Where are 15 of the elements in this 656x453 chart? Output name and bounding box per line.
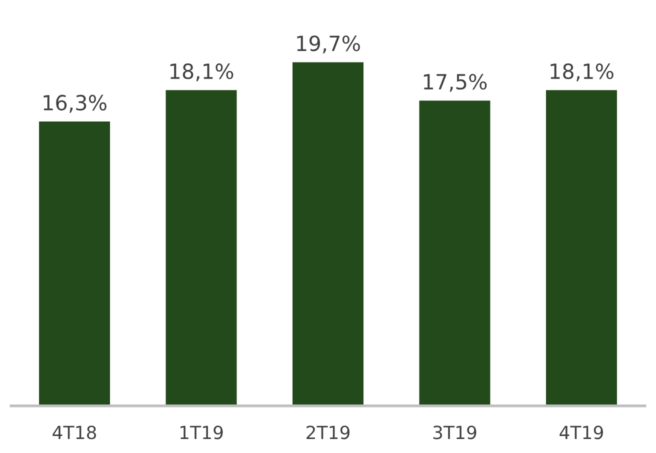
data-label: 17,5% [424, 74, 487, 92]
x-tick-label: 2T19 [306, 426, 350, 440]
x-tick-label: 4T18 [52, 426, 96, 440]
data-label: 18,1% [170, 63, 234, 82]
bar [546, 90, 617, 406]
x-tick-label: 1T19 [180, 426, 223, 440]
x-tick-label: 3T19 [433, 426, 476, 440]
bar [292, 62, 364, 406]
data-label: 18,1% [550, 63, 614, 82]
data-label: 16,3% [44, 94, 106, 113]
bar [419, 100, 490, 406]
bar [166, 90, 237, 406]
data-label: 19,7% [297, 35, 360, 54]
bar [39, 122, 110, 406]
x-tick-label: 4T19 [560, 426, 603, 440]
